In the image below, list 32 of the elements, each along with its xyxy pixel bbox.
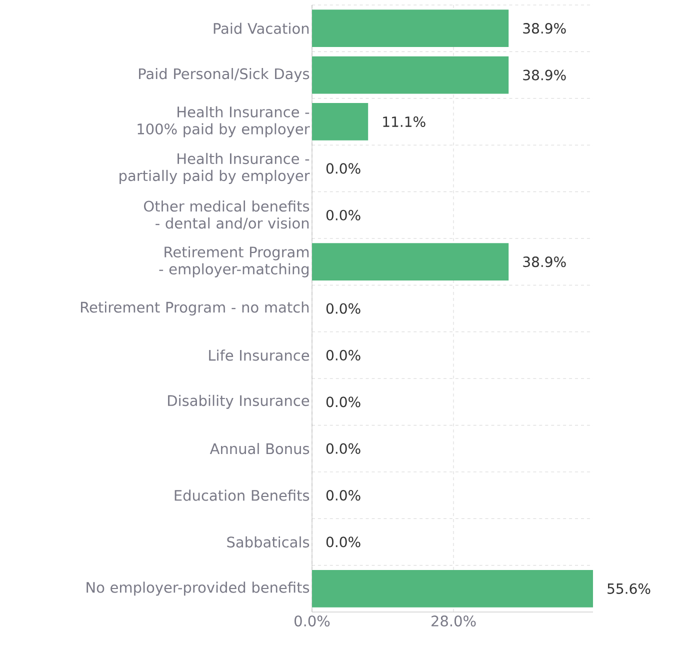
y-tick-label: Health Insurance - partially paid by employer <box>120 152 310 184</box>
y-tick-label: Life Insurance <box>209 350 310 361</box>
bar <box>312 570 594 608</box>
data-label: 0.0% <box>326 303 360 314</box>
data-label: 38.9% <box>523 256 566 268</box>
data-label: 11.1% <box>383 116 426 128</box>
y-tick-label: Paid Personal/Sick Days <box>139 68 310 82</box>
y-tick-label: Disability Insurance <box>168 394 310 409</box>
y-tick-label: Annual Bonus <box>210 442 310 454</box>
data-label: 0.0% <box>326 443 360 454</box>
bar <box>312 243 509 280</box>
y-tick-label: No employer-provided benefits <box>86 582 310 596</box>
data-label: 38.9% <box>523 70 566 80</box>
y-tick-label: Paid Vacation <box>214 22 309 34</box>
data-label: 38.9% <box>523 23 566 34</box>
y-tick-label: Retirement Program - no match <box>81 301 309 316</box>
data-label: 0.0% <box>326 210 360 220</box>
y-tick-label: Education Benefits <box>174 490 310 501</box>
bar <box>312 56 509 94</box>
data-label: 0.0% <box>326 536 360 548</box>
data-label: 0.0% <box>326 396 360 408</box>
data-label: 0.0% <box>326 350 360 360</box>
y-tick-label: Health Insurance - 100% paid by employer <box>138 106 310 138</box>
data-label: 55.6% <box>608 583 650 594</box>
x-tick-label: 28.0% <box>432 616 476 626</box>
y-tick-label: Sabbaticals <box>227 536 310 548</box>
data-label: 0.0% <box>326 490 360 501</box>
bar <box>312 10 509 48</box>
y-tick-label: Retirement Program - employer-matching <box>159 246 309 278</box>
y-tick-label: Other medical benefits - dental and/or vision <box>144 200 310 230</box>
bar <box>312 103 368 140</box>
data-label: 0.0% <box>326 163 360 174</box>
